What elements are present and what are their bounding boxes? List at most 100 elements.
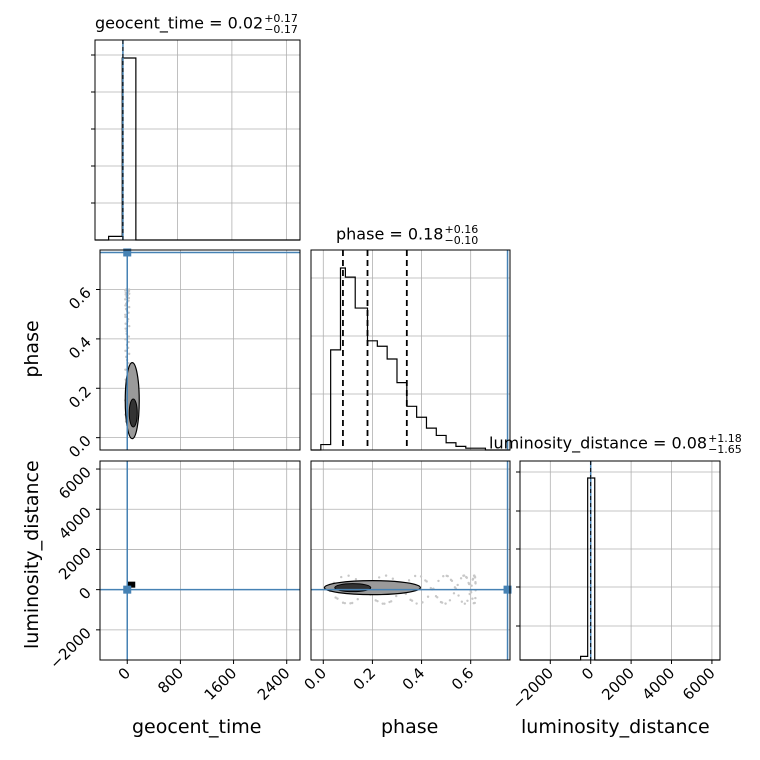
title-phase: phase = 0.18 +0.16 −0.10: [336, 223, 479, 247]
lumdist-phase-sample-89: [474, 582, 477, 585]
lumdist-geocent-xtick-label-3: 2400: [254, 664, 294, 704]
lumdist-phase-sample-50: [340, 575, 343, 579]
lumdist-xtick-label-0: −2000: [509, 664, 558, 713]
xlabel-geocent-time: geocent_time: [132, 716, 262, 738]
lumdist-phase-sample-65: [388, 600, 391, 604]
phase-geocent-sample-36: [124, 349, 127, 353]
lumdist-geocent-ytick-label-2: 2000: [55, 544, 95, 584]
lumdist-phase-sample-31: [459, 577, 463, 580]
title-geocent-time: geocent_time = 0.02 +0.17 −0.17: [95, 12, 298, 36]
title-luminosity-distance: luminosity_distance = 0.08 +1.18 −1.65: [489, 432, 742, 456]
lumdist-phase-sample-80: [429, 586, 433, 590]
phase-geocent-ytick-label-1: 0.2: [65, 382, 95, 412]
lumdist-phase-sample-73: [434, 594, 438, 598]
phase-geocent-sample-52: [124, 298, 127, 301]
lumdist-geocent-ytick-label-3: 4000: [55, 503, 95, 543]
lumdist-phase-sample-27: [415, 602, 418, 605]
phase-geocent-contour-inner: [128, 398, 138, 428]
lumdist-phase-sample-21: [349, 602, 352, 605]
phase-geocent-sample-24: [127, 340, 130, 344]
lumdist-phase-sample-62: [442, 575, 445, 578]
lumdist-phase-sample-61: [470, 584, 473, 587]
xlabel-luminosity-distance: luminosity_distance: [521, 716, 710, 738]
lumdist-phase-sample-58: [395, 594, 398, 598]
lumdist-geocent-xtick-label-0: 0: [115, 664, 134, 683]
phase-geocent-sample-6: [124, 313, 127, 317]
lumdist-phase-sample-41: [426, 595, 430, 598]
phase-geocent-sample-28: [124, 293, 127, 296]
lumdist-phase-sample-82: [473, 576, 477, 579]
lumdist-phase-sample-87: [424, 579, 427, 582]
lumdist-phase-xtick-label-1: 0.2: [350, 664, 380, 694]
lumdist-phase-xtick-label-3: 0.6: [448, 664, 478, 694]
lumdist-phase-sample-63: [391, 577, 395, 580]
phase-geocent-sample-26: [127, 311, 130, 314]
lumdist-phase-sample-14: [341, 601, 345, 604]
lumdist-phase-sample-30: [419, 575, 423, 578]
lumdist-xtick-label-2: 2000: [598, 664, 638, 704]
lumdist-geocent-density: [127, 581, 136, 588]
lumdist-phase-sample-59: [444, 602, 447, 605]
lumdist-phase-sample-54: [468, 592, 471, 596]
lumdist-phase-sample-56: [384, 574, 388, 577]
lumdist-phase-sample-72: [381, 602, 384, 605]
lumdist-frame: [519, 460, 721, 661]
lumdist-xtick-label-1: 0: [578, 664, 597, 683]
lumdist-phase-xtick-label-0: 0.0: [301, 664, 331, 694]
lumdist-phase-sample-71: [336, 597, 339, 600]
lumdist-phase-xtick-label-2: 0.4: [399, 664, 429, 694]
lumdist-phase-sample-40: [463, 602, 467, 605]
phase-geocent-frame: [99, 249, 301, 451]
lumdist-phase-truth-marker: [503, 585, 512, 594]
phase-geocent-sample-33: [127, 305, 131, 309]
lumdist-phase-sample-33: [460, 600, 464, 603]
lumdist-phase-sample-79: [374, 599, 377, 602]
geocent-time-frame: [94, 39, 301, 241]
phase-geocent-sample-45: [124, 322, 127, 325]
lumdist-geocent-truth-marker: [123, 585, 132, 594]
lumdist-phase-sample-84: [410, 599, 414, 602]
phase-frame: [310, 249, 511, 451]
lumdist-phase-sample-49: [377, 576, 381, 579]
phase-geocent-ytick-label-0: 0.0: [65, 432, 95, 462]
lumdist-geocent-xtick-label-1: 800: [154, 664, 187, 697]
lumdist-phase-sample-34: [421, 601, 424, 604]
lumdist-phase-sample-43: [347, 574, 350, 577]
lumdist-phase-sample-26: [457, 594, 460, 597]
lumdist-phase-sample-7: [334, 596, 337, 599]
lumdist-phase-sample-45: [452, 592, 456, 595]
lumdist-phase-sample-55: [437, 579, 440, 583]
lumdist-phase-sample-69: [446, 574, 449, 578]
lumdist-phase-sample-37: [413, 574, 417, 578]
geocent-time-histogram: [95, 57, 300, 241]
lumdist-phase-sample-38: [456, 583, 459, 587]
lumdist-phase-sample-8: [383, 602, 386, 605]
lumdist-phase-sample-28: [356, 597, 359, 601]
phase-geocent-sample-32: [127, 296, 131, 300]
lumdist-geocent-ytick-label-4: 6000: [55, 463, 95, 503]
lumdist-geocent-ytick-label-1: 0: [75, 584, 94, 603]
lumdist-xtick-label-3: 4000: [639, 664, 679, 704]
lumdist-phase-frame: [310, 460, 511, 661]
ylabel-luminosity-distance: luminosity_distance: [21, 460, 43, 649]
xlabel-phase: phase: [381, 716, 439, 738]
lumdist-phase-sample-68: [471, 577, 475, 580]
phase-histogram: [311, 267, 510, 451]
lumdist-phase-sample-81: [464, 575, 468, 579]
lumdist-phase-sample-66: [439, 600, 443, 604]
phase-geocent-sample-51: [124, 291, 127, 295]
phase-geocent-sample-5: [124, 327, 127, 330]
lumdist-phase-sample-44: [407, 579, 411, 582]
phase-geocent-sample-14: [124, 315, 127, 319]
lumdist-phase-sample-78: [343, 601, 347, 605]
lumdist-phase-sample-39: [474, 596, 477, 600]
phase-geocent-sample-55: [127, 335, 131, 338]
lumdist-phase-sample-76: [450, 579, 454, 583]
ylabel-phase: phase: [21, 320, 43, 378]
phase-geocent-truth-marker: [123, 248, 132, 257]
lumdist-phase-sample-60: [471, 597, 474, 600]
lumdist-phase-sample-52: [448, 599, 452, 602]
lumdist-phase-sample-85: [351, 601, 354, 605]
lumdist-phase-sample-47: [466, 599, 469, 602]
